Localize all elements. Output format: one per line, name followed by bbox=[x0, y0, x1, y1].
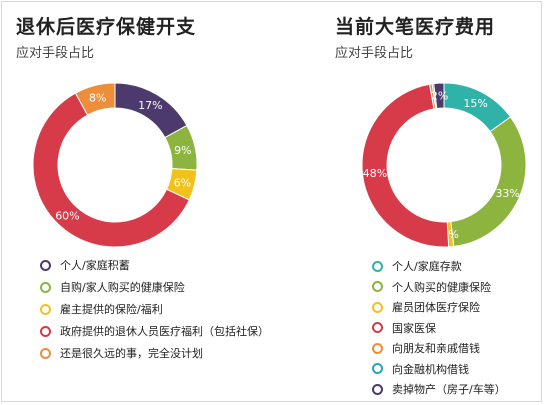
legend-dot-icon bbox=[372, 322, 383, 334]
legend-dot-icon bbox=[372, 342, 383, 354]
legend-dot-icon bbox=[372, 281, 383, 293]
slice-data-label: 2% bbox=[431, 90, 448, 103]
legend-item: 雇主提供的保险/福利 bbox=[40, 298, 269, 320]
slice-data-label: 48% bbox=[363, 167, 387, 180]
legend: 个人/家庭存款 个人购买的健康保险 雇员团体医疗保险 国家医保 向朋友和亲戚借钱… bbox=[372, 256, 506, 400]
legend-label: 政府提供的退休人员医疗福利（包括社保） bbox=[60, 325, 269, 338]
legend-item: 向金融机构借钱 bbox=[372, 359, 506, 380]
slice-data-label: 9% bbox=[174, 144, 191, 157]
legend-label: 向金融机构借钱 bbox=[392, 362, 469, 376]
slice-data-label: 17% bbox=[138, 99, 162, 112]
chart-title: 当前大笔医疗费用 bbox=[335, 16, 496, 38]
legend-dot-icon bbox=[372, 383, 383, 395]
donut-slice bbox=[450, 116, 527, 247]
legend-label: 雇员团体医疗保险 bbox=[392, 301, 480, 315]
legend-item: 个人/家庭积蓄 bbox=[40, 254, 269, 276]
legend-item: 个人购买的健康保险 bbox=[372, 277, 506, 298]
legend-label: 还是很久远的事，完全没计划 bbox=[60, 347, 203, 360]
slice-data-label: 15% bbox=[463, 97, 487, 110]
legend-item: 雇员团体医疗保险 bbox=[372, 297, 506, 318]
legend-item: 还是很久远的事，完全没计划 bbox=[40, 342, 269, 364]
legend-item: 向朋友和亲戚借钱 bbox=[372, 338, 506, 359]
legend-item: 自购/家人购买的健康保险 bbox=[40, 276, 269, 298]
legend: 个人/家庭积蓄 自购/家人购买的健康保险 雇主提供的保险/福利 政府提供的退休人… bbox=[40, 254, 269, 364]
legend-label: 个人/家庭存款 bbox=[392, 260, 462, 274]
legend-dot-icon bbox=[40, 303, 51, 315]
slice-data-label: 33% bbox=[495, 187, 519, 200]
donut-chart-current: 15%33%1%48%2% bbox=[361, 82, 527, 248]
donut-slice bbox=[361, 83, 450, 248]
legend-label: 向朋友和亲戚借钱 bbox=[392, 342, 480, 356]
chart-title: 退休后医疗保健开支 bbox=[16, 16, 197, 38]
legend-item: 政府提供的退休人员医疗福利（包括社保） bbox=[40, 320, 269, 342]
donut-slice bbox=[433, 82, 445, 110]
chart-panel-retirement: 退休后医疗保健开支 应对手段占比 17% 9% 6% 60% 8% 个人/家庭积蓄 自购… bbox=[0, 0, 272, 405]
legend-label: 国家医保 bbox=[392, 321, 436, 335]
legend-dot-icon bbox=[372, 363, 383, 375]
legend-dot-icon bbox=[40, 281, 51, 293]
donut-slice bbox=[32, 92, 190, 248]
legend-dot-icon bbox=[40, 325, 51, 337]
legend-label: 卖掉物产（房子/车等） bbox=[392, 383, 506, 397]
chart-subtitle: 应对手段占比 bbox=[335, 46, 414, 61]
legend-label: 自购/家人购买的健康保险 bbox=[60, 281, 185, 294]
chart-panel-current: 当前大笔医疗费用 应对手段占比 15% 33% 1% 48% 2% 个人/家庭存款 个人… bbox=[272, 0, 545, 405]
legend-label: 雇主提供的保险/福利 bbox=[60, 303, 163, 316]
legend-label: 个人购买的健康保险 bbox=[392, 280, 491, 294]
legend-dot-icon bbox=[372, 301, 383, 313]
slice-data-label: 6% bbox=[174, 176, 191, 189]
donut-chart-retirement: 17% 9% 6% 60% 8% bbox=[32, 82, 198, 248]
legend-label: 个人/家庭积蓄 bbox=[60, 259, 130, 272]
slice-data-label: 60% bbox=[55, 210, 79, 223]
legend-dot-icon bbox=[40, 259, 51, 271]
donut-slice bbox=[74, 82, 116, 116]
chart-subtitle: 应对手段占比 bbox=[16, 46, 95, 61]
legend-item: 国家医保 bbox=[372, 318, 506, 339]
slice-data-label: 8% bbox=[89, 92, 106, 105]
legend-dot-icon bbox=[40, 347, 51, 359]
legend-item: 卖掉物产（房子/车等） bbox=[372, 379, 506, 400]
legend-dot-icon bbox=[372, 260, 383, 272]
legend-item: 个人/家庭存款 bbox=[372, 256, 506, 277]
